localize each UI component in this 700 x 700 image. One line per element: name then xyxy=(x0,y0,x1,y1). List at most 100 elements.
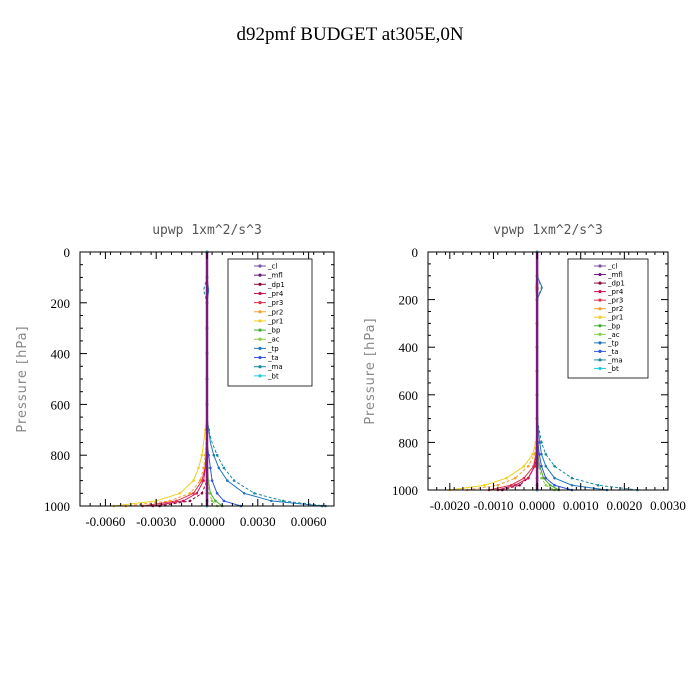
data-point xyxy=(198,479,202,482)
data-point xyxy=(208,492,211,495)
y-tick-label: 1000 xyxy=(44,499,70,514)
legend-entry: _ma xyxy=(267,363,283,371)
x-tick-label: -0.0020 xyxy=(430,498,470,513)
legend-entry: _ac xyxy=(607,331,620,339)
series-line-pr1 xyxy=(113,252,208,507)
legend-marker xyxy=(598,264,602,268)
data-point xyxy=(540,476,543,480)
legend: _cl_mfl_dp1_pr4_pr3_pr2_pr1_bp_ac_tp_ta_… xyxy=(567,258,649,379)
legend-marker xyxy=(598,281,602,285)
data-point xyxy=(540,453,543,456)
data-point xyxy=(192,492,195,495)
x-tick-label: 0.0000 xyxy=(519,498,555,513)
legend-entry: _ta xyxy=(607,348,619,356)
legend-marker xyxy=(598,358,602,362)
data-point xyxy=(527,464,530,468)
legend-marker xyxy=(598,349,602,353)
data-point xyxy=(537,453,541,456)
legend-marker xyxy=(598,366,602,371)
legend-marker xyxy=(258,301,262,305)
data-point xyxy=(496,483,500,487)
series-line-pr2 xyxy=(125,252,208,507)
data-point xyxy=(531,453,535,456)
data-point xyxy=(197,466,200,470)
data-point xyxy=(483,483,487,487)
legend-entry: _bt xyxy=(267,372,279,380)
data-point xyxy=(544,483,548,487)
series-line-pr4 xyxy=(497,252,538,491)
chart-vpwp: vpwp 1xm^2/s^3 Pressure [hPa] -0.0020 -0.00… xyxy=(363,223,686,513)
data-point xyxy=(513,476,517,480)
legend-entry: _cl xyxy=(607,263,617,271)
legend-marker xyxy=(258,346,262,350)
x-tick-label: 0.0030 xyxy=(240,514,276,529)
x-tick-label: 0.0030 xyxy=(650,498,686,513)
data-point xyxy=(596,483,600,487)
legend-entry: _ma xyxy=(607,356,623,364)
data-point xyxy=(210,479,214,482)
legend-entry: _pr4 xyxy=(607,288,624,296)
data-point xyxy=(181,499,185,503)
legend-entry: _mfl xyxy=(267,272,283,280)
data-point xyxy=(217,466,221,470)
series-line-pr3 xyxy=(488,252,538,491)
data-point xyxy=(522,464,526,468)
legend-marker xyxy=(598,315,602,319)
data-point xyxy=(570,476,574,480)
data-point xyxy=(168,499,172,503)
legend-marker xyxy=(598,290,602,294)
data-point xyxy=(542,476,545,480)
legend-entry: _cl xyxy=(267,263,277,271)
y-tick-label: 0 xyxy=(412,245,419,260)
y-tick-label: 600 xyxy=(399,388,419,403)
data-point xyxy=(178,492,182,495)
series-line-dp1 xyxy=(159,252,208,507)
legend-marker xyxy=(258,374,262,378)
data-point xyxy=(210,499,214,503)
legend-marker xyxy=(258,328,262,332)
chart-title: upwp 1xm^2/s^3 xyxy=(152,223,262,238)
series-line-pr2 xyxy=(467,252,539,491)
legend-marker xyxy=(258,282,262,286)
legend-marker xyxy=(258,365,262,369)
data-point xyxy=(553,476,556,480)
legend-entry: _tp xyxy=(267,345,279,353)
chart-title: vpwp 1xm^2/s^3 xyxy=(493,223,603,238)
legend: _cl_mfl_dp1_pr4_pr3_pr2_pr1_bp_ac_tp_ta_… xyxy=(227,258,313,387)
data-point xyxy=(281,499,285,503)
data-point xyxy=(215,453,219,457)
data-point xyxy=(553,483,556,487)
data-point xyxy=(509,483,513,487)
legend-box xyxy=(227,258,313,387)
y-tick-label: 600 xyxy=(51,397,71,412)
x-tick-label: 0.0000 xyxy=(189,514,225,529)
x-tick-label: -0.0030 xyxy=(136,514,176,529)
data-point xyxy=(544,453,548,456)
x-tick-label: 0.0060 xyxy=(291,514,327,529)
legend-entry: _pr4 xyxy=(267,290,284,298)
data-point xyxy=(540,464,543,468)
data-point xyxy=(188,499,192,503)
x-tick-label: -0.0060 xyxy=(85,514,125,529)
data-point xyxy=(215,492,219,495)
data-point xyxy=(513,483,517,487)
legend-entry: _bp xyxy=(267,327,281,335)
y-tick-label: 1000 xyxy=(392,483,418,498)
legend-marker xyxy=(258,291,262,296)
data-point xyxy=(270,499,273,503)
y-axis-label: Pressure [hPa] xyxy=(15,325,30,432)
legend-marker xyxy=(258,337,262,341)
legend-marker xyxy=(258,319,262,323)
x-tick-label: 0.0020 xyxy=(606,498,642,513)
y-axis-label: Pressure [hPa] xyxy=(363,317,378,424)
legend-entry: _pr3 xyxy=(267,299,283,307)
legend-entry: _ac xyxy=(267,336,280,344)
data-point xyxy=(222,499,226,503)
legend-entry: _ta xyxy=(267,354,279,362)
data-point xyxy=(192,479,195,482)
data-point xyxy=(518,483,521,487)
data-point xyxy=(527,476,530,480)
data-point xyxy=(232,479,236,482)
data-point xyxy=(540,441,543,444)
